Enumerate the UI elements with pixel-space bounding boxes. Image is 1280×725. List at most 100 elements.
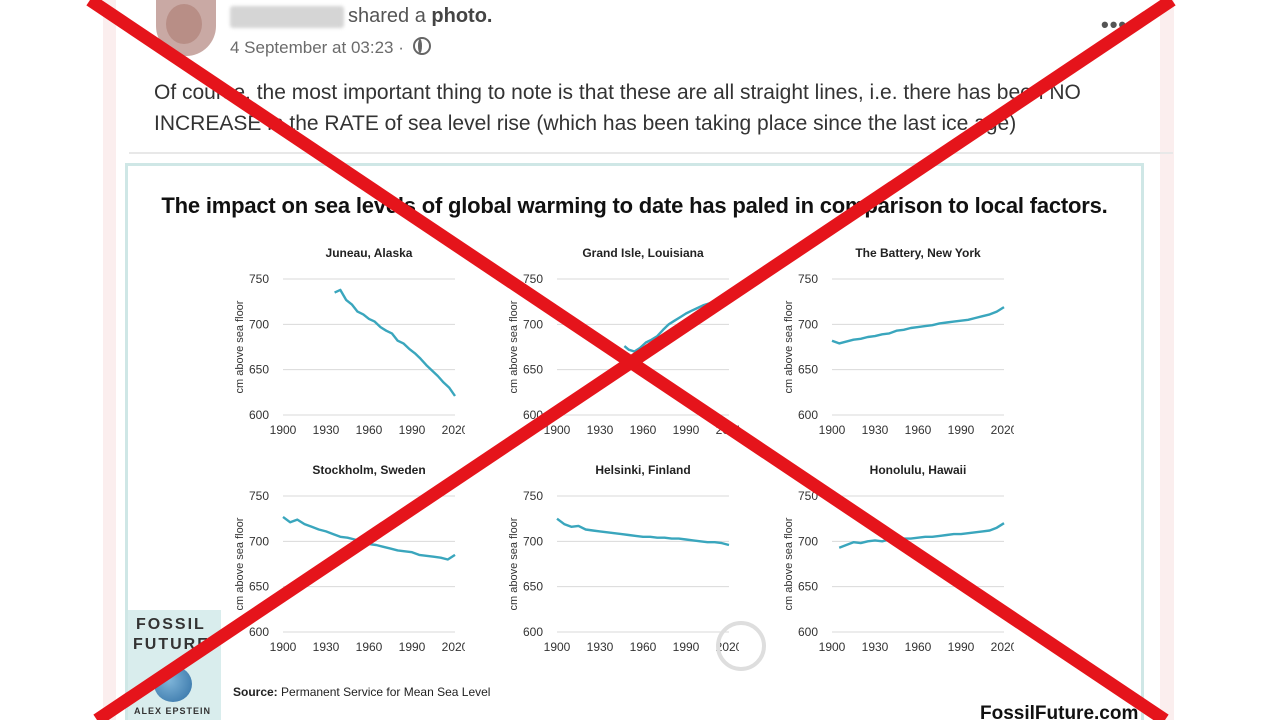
x-tick-label: 1930 [587, 640, 614, 654]
watermark-icon [716, 621, 766, 671]
x-tick-label: 1990 [673, 640, 700, 654]
chart-helsinki: Helsinki, Finland cm above sea floor 600 65… [499, 458, 739, 658]
avatar-photo [166, 4, 202, 44]
y-axis-label: cm above sea floor [234, 517, 246, 610]
x-tick-label: 1960 [630, 640, 657, 654]
x-tick-label: 1930 [313, 423, 340, 437]
chart-grand-isle: Grand Isle, Louisiana cm above sea floor 6… [499, 241, 739, 441]
x-tick-label: 1900 [270, 423, 297, 437]
globe-icon [412, 37, 431, 55]
chart-title: Juneau, Alaska [326, 246, 413, 260]
logo-line-3: ALEX EPSTEIN [134, 706, 212, 716]
logo-line-1: FOSSIL [136, 616, 206, 633]
y-tick-label: 700 [523, 534, 543, 548]
x-tick-label: 1930 [313, 640, 340, 654]
chart-title: Grand Isle, Louisiana [582, 246, 704, 260]
x-tick-label: 1960 [630, 423, 657, 437]
timestamp-text[interactable]: 4 September at 03:23 · [230, 38, 404, 57]
y-tick-label: 600 [798, 408, 818, 422]
more-options-icon[interactable]: ••• [1101, 12, 1128, 37]
x-tick-label: 1990 [399, 423, 426, 437]
y-tick-label: 750 [249, 272, 269, 286]
x-tick-label: 1990 [673, 423, 700, 437]
brand-url: FossilFuture.com [980, 703, 1139, 724]
x-tick-label: 1900 [819, 423, 846, 437]
x-tick-label: 1900 [270, 640, 297, 654]
y-tick-label: 750 [523, 489, 543, 503]
y-tick-label: 600 [523, 408, 543, 422]
page-margin-right [1174, 0, 1280, 720]
x-tick-label: 1900 [819, 640, 846, 654]
shared-object-link[interactable]: photo. [431, 5, 493, 27]
source-label: Source: [233, 685, 278, 699]
logo-line-2: FUTURE [133, 636, 210, 653]
chart-title: Helsinki, Finland [595, 463, 690, 477]
shared-text: shared a [348, 5, 426, 27]
y-tick-label: 700 [249, 317, 269, 331]
x-tick-label: 2020 [442, 423, 465, 437]
y-tick-label: 700 [249, 534, 269, 548]
y-tick-label: 650 [798, 363, 818, 377]
page-margin-left [0, 0, 103, 720]
y-tick-label: 600 [523, 625, 543, 639]
series-line [282, 515, 456, 561]
x-tick-label: 1990 [948, 423, 975, 437]
x-tick-label: 1960 [905, 640, 932, 654]
series-line [334, 288, 456, 397]
y-tick-label: 750 [798, 489, 818, 503]
x-tick-label: 1990 [948, 640, 975, 654]
x-tick-label: 1960 [905, 423, 932, 437]
divider [129, 152, 1173, 154]
y-tick-label: 650 [798, 580, 818, 594]
chart-svg: Helsinki, Finland cm above sea floor 600 65… [508, 463, 739, 654]
chart-battery: The Battery, New York cm above sea floor 6… [774, 241, 1014, 441]
x-tick-label: 1930 [862, 640, 889, 654]
chart-honolulu: Honolulu, Hawaii cm above sea floor 600 650… [774, 458, 1014, 658]
chart-stockholm: Stockholm, Sweden cm above sea floor 600 65… [225, 458, 465, 658]
y-axis-label: cm above sea floor [508, 517, 520, 610]
chart-title: Honolulu, Hawaii [870, 463, 967, 477]
x-tick-label: 1900 [544, 640, 571, 654]
avatar[interactable] [156, 0, 216, 56]
x-tick-label: 2020 [991, 640, 1014, 654]
y-tick-label: 750 [798, 272, 818, 286]
post-body-text: Of course, the most important thing to n… [154, 81, 1081, 135]
x-tick-label: 1930 [862, 423, 889, 437]
y-tick-label: 650 [523, 580, 543, 594]
chart-title: Stockholm, Sweden [312, 463, 425, 477]
x-tick-label: 2020 [991, 423, 1014, 437]
y-tick-label: 600 [798, 625, 818, 639]
x-tick-label: 1990 [399, 640, 426, 654]
series-line [838, 522, 1005, 549]
post-timestamp[interactable]: 4 September at 03:23 · [230, 37, 431, 58]
y-tick-label: 650 [249, 580, 269, 594]
y-axis-label: cm above sea floor [783, 300, 795, 393]
x-tick-label: 1900 [544, 423, 571, 437]
y-tick-label: 750 [249, 489, 269, 503]
fossil-future-logo: FOSSIL FUTURE ALEX EPSTEIN [128, 610, 221, 720]
x-tick-label: 2020 [442, 640, 465, 654]
source-text: Permanent Service for Mean Sea Level [281, 685, 491, 699]
earth-icon [154, 666, 192, 702]
y-axis-label: cm above sea floor [508, 300, 520, 393]
y-tick-label: 650 [249, 363, 269, 377]
photo-title: The impact on sea levels of global warmi… [161, 193, 1108, 218]
source-note: Source: Permanent Service for Mean Sea L… [233, 685, 490, 699]
y-tick-label: 650 [523, 363, 543, 377]
chart-svg: Juneau, Alaska cm above sea floor 600 650 70… [234, 246, 465, 437]
x-tick-label: 1930 [587, 423, 614, 437]
post-photo[interactable]: The impact on sea levels of global warmi… [125, 163, 1144, 724]
author-name-redacted[interactable] [230, 6, 344, 28]
chart-svg: Stockholm, Sweden cm above sea floor 600 65… [234, 463, 465, 654]
chart-title: The Battery, New York [855, 246, 981, 260]
series-line [831, 306, 1005, 345]
y-tick-label: 700 [798, 317, 818, 331]
y-tick-label: 750 [523, 272, 543, 286]
chart-svg: Honolulu, Hawaii cm above sea floor 600 650… [783, 463, 1014, 654]
y-axis-label: cm above sea floor [234, 300, 246, 393]
y-tick-label: 600 [249, 625, 269, 639]
shared-line: shared a photo. [348, 5, 493, 28]
chart-juneau: Juneau, Alaska cm above sea floor 600 650 70… [225, 241, 465, 441]
x-tick-label: 1960 [356, 423, 383, 437]
